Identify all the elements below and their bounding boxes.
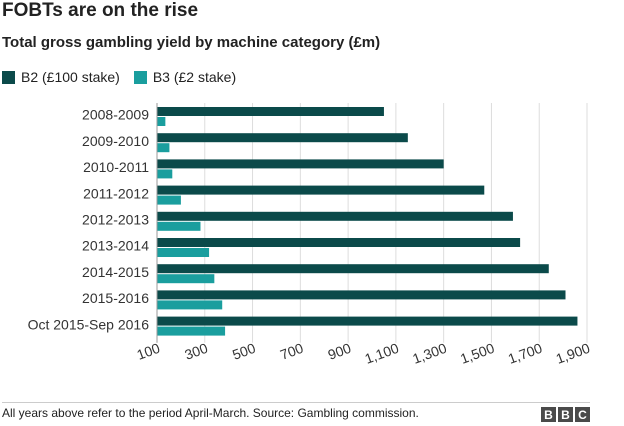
bar-b3 xyxy=(157,117,166,126)
legend-item-b2: B2 (£100 stake) xyxy=(2,69,120,85)
category-label: 2008-2009 xyxy=(82,107,149,123)
category-label: Oct 2015-Sep 2016 xyxy=(28,316,150,332)
bar-b3 xyxy=(157,248,210,257)
chart-legend: B2 (£100 stake) B3 (£2 stake) xyxy=(2,67,250,87)
legend-swatch-b3 xyxy=(133,70,147,84)
x-tick-label: 1,900 xyxy=(554,340,593,367)
bar-b2 xyxy=(157,316,578,326)
bar-b2 xyxy=(157,238,521,247)
bar-b3 xyxy=(157,143,170,153)
category-label: 2014-2015 xyxy=(82,264,149,280)
category-label: 2015-2016 xyxy=(82,290,149,306)
bar-b2 xyxy=(157,211,513,221)
x-tick-label: 1,300 xyxy=(410,340,449,367)
x-tick-label: 1,500 xyxy=(458,340,497,367)
bar-chart: 2008-2009 2009-2010 2010-2011 2011-2012 2012… xyxy=(28,103,593,367)
legend-label-b3: B3 (£2 stake) xyxy=(152,69,237,85)
bar-b2 xyxy=(157,159,444,169)
bar-b2 xyxy=(157,133,408,143)
legend-item-b3: B3 (£2 stake) xyxy=(133,69,237,85)
bar-b2 xyxy=(157,107,384,116)
x-tick-label: 700 xyxy=(278,340,306,363)
category-label: 2009-2010 xyxy=(82,133,149,149)
category-label: 2011-2012 xyxy=(83,185,149,201)
x-tick-label: 100 xyxy=(135,340,163,363)
bar-b3 xyxy=(157,326,226,336)
bar-b2 xyxy=(157,264,549,274)
category-label: 2013-2014 xyxy=(82,238,149,254)
bar-b3 xyxy=(157,274,215,284)
x-tick-label: 1,700 xyxy=(506,340,545,367)
legend-swatch-b2 xyxy=(2,70,15,84)
source-note: All years above refer to the period Apri… xyxy=(2,406,419,420)
x-tick-label: 1,100 xyxy=(363,340,402,367)
chart-subtitle: Total gross gambling yield by machine ca… xyxy=(2,34,381,51)
bar-b2 xyxy=(157,290,566,300)
chart-title: FOBTs are on the rise xyxy=(2,0,199,21)
bbc-logo-letter: B xyxy=(541,407,556,422)
legend-label-b2: B2 (£100 stake) xyxy=(21,69,120,85)
x-tick-label: 500 xyxy=(230,340,258,363)
bbc-logo: B B C xyxy=(539,407,590,422)
bar-b2 xyxy=(157,185,485,195)
bar-b3 xyxy=(157,169,173,179)
category-label: 2010-2011 xyxy=(83,159,149,175)
bbc-logo-letter: C xyxy=(575,407,590,422)
x-tick-label: 900 xyxy=(326,340,354,363)
footer-divider xyxy=(2,402,590,403)
x-tick-label: 300 xyxy=(182,340,210,363)
bar-b3 xyxy=(157,300,223,310)
bar-b3 xyxy=(157,195,181,205)
bbc-logo-letter: B xyxy=(558,407,573,422)
category-label: 2012-2013 xyxy=(82,212,149,228)
bar-b3 xyxy=(157,221,201,231)
